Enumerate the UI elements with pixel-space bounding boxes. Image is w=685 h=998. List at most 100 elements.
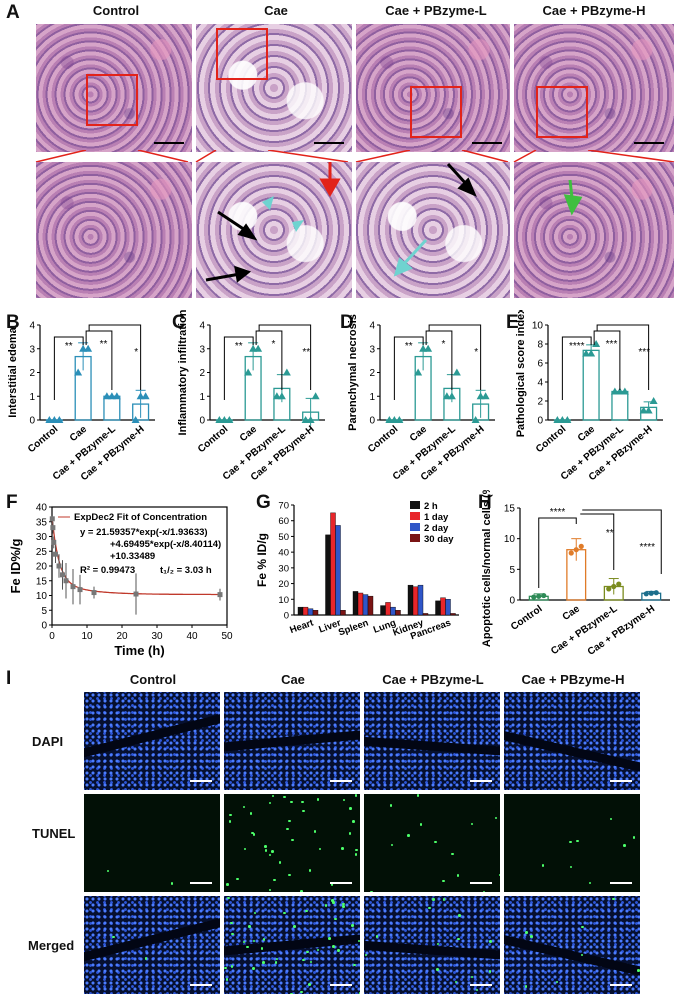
x-tick-label: 20 bbox=[116, 631, 128, 642]
scale-bar bbox=[634, 142, 664, 144]
data-point bbox=[311, 392, 320, 400]
row-label-dapi: DAPI bbox=[32, 734, 64, 749]
sig-bracket bbox=[580, 513, 615, 570]
x-tick-label: Spleen bbox=[337, 617, 370, 638]
tunel-positive-cell bbox=[231, 932, 234, 936]
tunel-positive-cell bbox=[612, 897, 615, 901]
y-tick-label: 2 bbox=[29, 368, 35, 379]
y-tick-label: 3 bbox=[199, 344, 205, 355]
y-tick-label: 70 bbox=[278, 501, 289, 512]
x-tick-label: Cae bbox=[408, 424, 429, 445]
y-tick-label: 5 bbox=[41, 606, 47, 617]
data-point bbox=[306, 416, 315, 423]
legend-swatch bbox=[410, 501, 420, 509]
x-tick-label: Cae + PBzyme-H bbox=[586, 603, 657, 657]
data-point bbox=[648, 590, 654, 596]
tunel-positive-cell bbox=[283, 911, 286, 915]
tunel-positive-cell bbox=[389, 804, 393, 807]
scale-bar bbox=[610, 984, 632, 986]
scale-bar bbox=[610, 780, 632, 782]
tunel-positive-cell bbox=[324, 904, 328, 907]
tunel-positive-cell bbox=[300, 990, 303, 994]
data-point bbox=[414, 368, 423, 376]
sig-label: * bbox=[134, 347, 138, 358]
x-tick-label: Control bbox=[366, 424, 400, 455]
he-image-pbzyme-h-high bbox=[514, 162, 674, 298]
tunel-positive-cell bbox=[264, 845, 267, 848]
tunel-positive-cell bbox=[349, 807, 352, 810]
sig-bracket bbox=[561, 336, 592, 400]
panel-label-d: D bbox=[340, 312, 354, 333]
sig-bracket bbox=[88, 324, 142, 390]
sig-bracket bbox=[596, 324, 650, 390]
y-tick-label: 1 bbox=[29, 392, 35, 403]
data-point bbox=[217, 592, 223, 598]
tissue-gap bbox=[224, 728, 360, 753]
tunel-positive-cell bbox=[246, 945, 249, 949]
y-tick-label: 10 bbox=[532, 321, 544, 332]
tunel-positive-cell bbox=[407, 834, 410, 837]
bar bbox=[385, 602, 391, 616]
tunel-positive-cell bbox=[451, 852, 454, 856]
tunel-positive-cell bbox=[330, 883, 334, 886]
fluorescence-image-merged-1 bbox=[224, 896, 360, 994]
y-tick-label: 0 bbox=[369, 416, 375, 427]
tunel-positive-cell bbox=[555, 980, 559, 984]
data-point bbox=[49, 516, 55, 522]
legend-label: 1 day bbox=[424, 512, 449, 523]
y-tick-label: 30 bbox=[278, 563, 289, 574]
data-point bbox=[53, 551, 58, 557]
data-point bbox=[74, 368, 83, 376]
tunel-positive-cell bbox=[242, 940, 246, 944]
x-tick-label: 40 bbox=[186, 631, 198, 642]
y-axis-label: Fe % ID/g bbox=[255, 533, 269, 587]
column-title-control: Control bbox=[129, 672, 177, 687]
tunel-positive-cell bbox=[353, 963, 356, 967]
scale-bar bbox=[472, 142, 502, 144]
bar bbox=[307, 608, 314, 616]
tunel-positive-cell bbox=[228, 820, 232, 823]
tunel-positive-cell bbox=[271, 794, 275, 798]
sig-label: **** bbox=[550, 507, 566, 518]
data-point bbox=[447, 392, 456, 400]
x-tick-label: Cae bbox=[576, 424, 597, 445]
tissue-gap bbox=[364, 736, 500, 757]
data-point bbox=[277, 392, 286, 400]
tunel-positive-cell bbox=[351, 924, 354, 927]
bar bbox=[352, 591, 359, 616]
arrow-annotations bbox=[393, 162, 477, 277]
tunel-positive-cell bbox=[390, 843, 394, 846]
he-image-cae-high bbox=[196, 162, 352, 298]
column-title-cae-pbzyme-l: Cae + PBzyme-L bbox=[385, 3, 487, 18]
tunel-positive-cell bbox=[316, 948, 320, 951]
tunel-positive-cell bbox=[268, 888, 272, 892]
tunel-positive-cell bbox=[230, 965, 234, 968]
tunel-positive-cell bbox=[416, 794, 420, 797]
zoom-box bbox=[536, 86, 588, 138]
tunel-positive-cell bbox=[637, 969, 640, 972]
tunel-positive-cell bbox=[290, 992, 293, 994]
tunel-positive-cell bbox=[308, 869, 312, 872]
y-tick-label: 4 bbox=[199, 321, 205, 332]
legend-label: ExpDec2 Fit of Concentration bbox=[74, 512, 207, 523]
data-point bbox=[587, 349, 596, 357]
tissue-gap bbox=[84, 710, 220, 759]
data-point bbox=[611, 583, 617, 590]
y-tick-label: 4 bbox=[369, 321, 375, 332]
tunel-positive-cell bbox=[242, 805, 246, 809]
tunel-positive-cell bbox=[301, 800, 304, 804]
panel-label-b: B bbox=[6, 312, 20, 333]
tunel-positive-cell bbox=[318, 847, 322, 851]
panel-label-e: E bbox=[506, 312, 519, 333]
tunel-positive-cell bbox=[442, 879, 445, 883]
tunel-positive-cell bbox=[305, 909, 308, 913]
data-point bbox=[91, 590, 97, 596]
tunel-positive-cell bbox=[541, 864, 545, 867]
tissue-gap bbox=[224, 932, 360, 957]
tissue-gap bbox=[364, 940, 500, 961]
tunel-positive-cell bbox=[358, 992, 360, 994]
tunel-positive-cell bbox=[342, 798, 346, 802]
data-point bbox=[541, 592, 547, 599]
data-point bbox=[649, 397, 658, 404]
data-point bbox=[131, 416, 140, 423]
